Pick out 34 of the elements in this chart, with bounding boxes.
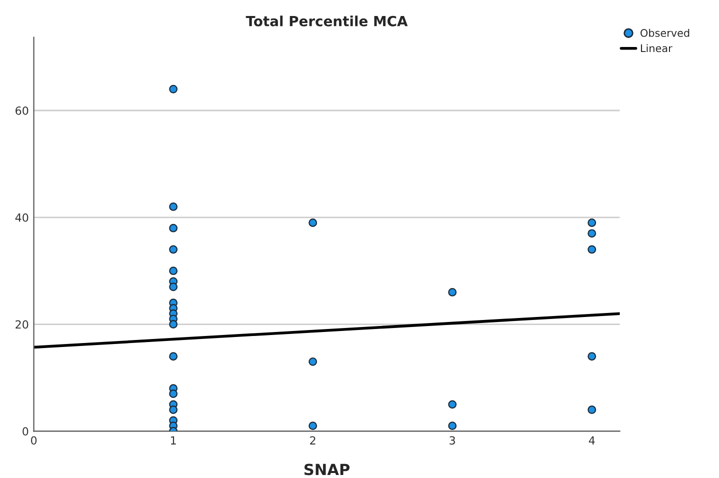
x-tick-label: 3 [450, 436, 455, 445]
point [169, 406, 178, 414]
point [169, 266, 178, 276]
point [169, 390, 178, 398]
point [308, 357, 318, 366]
x-tick-label: 0 [30, 436, 37, 445]
point [169, 352, 178, 361]
point [169, 282, 178, 292]
point [588, 245, 596, 254]
x-tick-label: 2 [310, 436, 316, 444]
x-axis-title: SNAP [304, 464, 350, 476]
point [169, 224, 178, 232]
chart-title: Total Percentile MCA [246, 16, 408, 26]
point [308, 218, 318, 227]
point [169, 202, 178, 211]
y-tick-label: 20 [16, 320, 28, 329]
point [308, 422, 318, 430]
x-tick-label: 1 [171, 436, 176, 444]
x-tick-label: 4 [588, 436, 595, 444]
point [169, 245, 178, 254]
point [588, 406, 596, 414]
point [169, 320, 178, 328]
point [588, 218, 596, 227]
legend-label: Observed [640, 28, 690, 37]
point [588, 352, 596, 361]
legend-label: Linear [640, 44, 672, 52]
y-tick-label: 40 [15, 213, 28, 222]
y-tick-label: 0 [22, 427, 28, 436]
y-tick-label: 60 [16, 106, 28, 115]
point [448, 400, 457, 409]
point [448, 422, 457, 430]
point [448, 288, 457, 296]
point [588, 229, 596, 238]
point [169, 84, 178, 94]
